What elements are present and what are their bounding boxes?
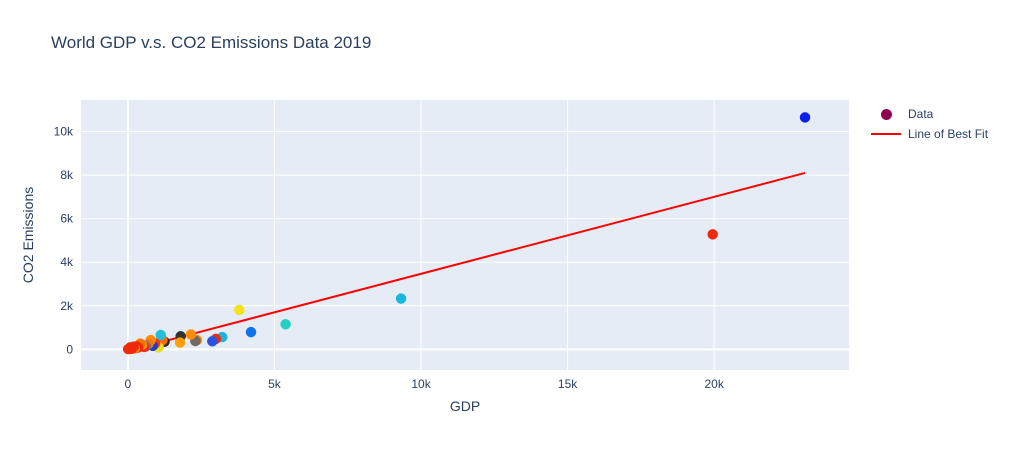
y-tick-label: 0: [66, 342, 73, 356]
y-tick-label: 6k: [60, 212, 74, 226]
chart-title: World GDP v.s. CO2 Emissions Data 2019: [51, 33, 372, 52]
y-tick-label: 10k: [54, 125, 74, 139]
data-point: [174, 337, 186, 348]
data-point: [155, 329, 166, 341]
data-point: [185, 329, 197, 340]
x-tick-label: 5k: [268, 377, 282, 391]
legend-item-best-fit[interactable]: Line of Best Fit: [868, 124, 988, 144]
data-point: [395, 293, 407, 304]
data-point: [234, 304, 245, 316]
y-tick-label: 8k: [60, 168, 74, 182]
x-tick-label: 15k: [558, 377, 578, 391]
legend-label-best-fit: Line of Best Fit: [908, 127, 989, 141]
axis-ticks: 0 5k 10k 15k 20k 0 2k 4k 6k 8k 10k: [54, 125, 725, 391]
y-tick-label: 4k: [60, 255, 74, 269]
plot-background: [81, 100, 849, 370]
data-point: [245, 326, 257, 338]
best-fit-line: [127, 171, 806, 352]
legend[interactable]: Data Line of Best Fit: [868, 104, 988, 144]
data-point: [207, 336, 218, 347]
legend-item-data[interactable]: Data: [868, 104, 988, 124]
y-tick-label: 2k: [60, 299, 74, 313]
x-axis-title: GDP: [450, 398, 480, 414]
data-points: [122, 112, 811, 355]
x-tick-label: 0: [125, 377, 132, 391]
data-point: [122, 343, 134, 355]
legend-label-data: Data: [908, 107, 934, 121]
y-axis-title: CO2 Emissions: [20, 187, 36, 283]
best-fit-layer: [127, 171, 806, 352]
x-tick-label: 20k: [704, 377, 724, 391]
legend-marker-icon: [868, 104, 904, 124]
x-tick-label: 10k: [411, 377, 431, 391]
data-point: [707, 229, 718, 240]
legend-line-icon: [868, 124, 904, 144]
data-point: [280, 319, 291, 330]
data-point: [799, 112, 811, 123]
